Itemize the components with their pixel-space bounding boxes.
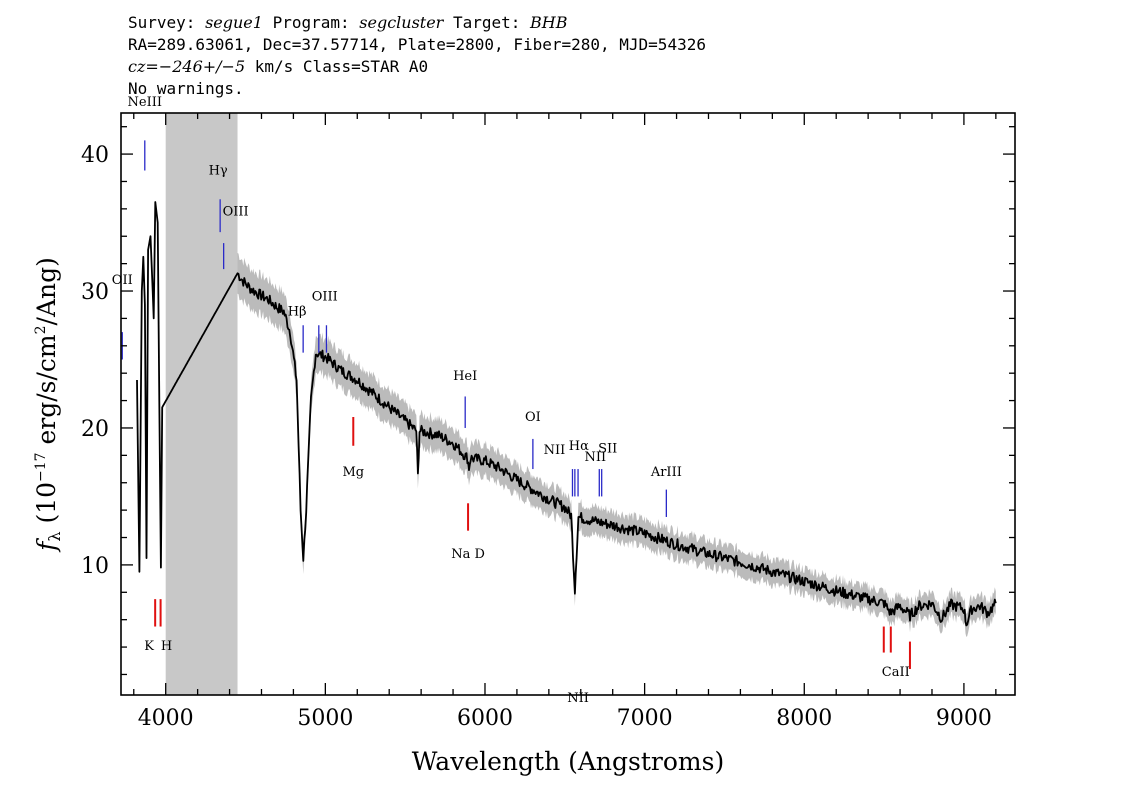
line-label-h: H [161, 639, 172, 654]
cz-label: cz [128, 57, 146, 76]
error-band [237, 253, 996, 637]
error-band-layer [237, 253, 996, 637]
y-tick-label: 30 [81, 280, 109, 305]
masked-region-layer [165, 113, 238, 695]
spectrum-header: Survey: segue1 Program: segcluster Targe… [128, 12, 706, 100]
line-label-caii: CaII [882, 665, 910, 680]
survey-name: segue1 [205, 13, 263, 32]
survey-prefix: Survey: [128, 13, 206, 32]
x-tick-label: 4000 [138, 706, 194, 731]
line-label-neiii: NeIII [128, 95, 162, 110]
line-label-sii: SII [598, 442, 617, 457]
coordinates-line: RA=289.63061, Dec=37.57714, Plate=2800, … [128, 35, 706, 54]
target-prefix: Target: [443, 13, 531, 32]
x-tick-label: 9000 [936, 706, 992, 731]
x-tick-label: 8000 [776, 706, 832, 731]
line-label-nii: NII [567, 691, 589, 706]
y-axis-title: fλ (10−17 erg/s/cm2/Ang) [32, 257, 64, 553]
spectrum-layer [136, 201, 997, 627]
line-label-oiii: OIII [223, 205, 249, 220]
program-name: segcluster [359, 13, 444, 32]
y-tick-label: 20 [81, 417, 109, 442]
line-label-oii: OII [112, 273, 133, 288]
axes-layer: 4000 5000 6000 7000 8000 9000 10 20 30 40 [81, 112, 1016, 731]
class-text: km/s Class=STAR A0 [245, 57, 429, 76]
line-label-hβ: Hβ [288, 305, 307, 320]
line-label-mg: Mg [342, 465, 364, 480]
plot-frame [120, 112, 1016, 696]
line-label-nii: NII [544, 443, 566, 458]
y-tick-label: 10 [81, 554, 109, 579]
line-label-hei: HeI [453, 369, 477, 384]
x-tick-label: 6000 [457, 706, 513, 731]
masked-region [165, 113, 238, 695]
line-label-ariii: ArIII [650, 465, 682, 480]
warnings-line: No warnings. [128, 79, 244, 98]
line-label-hα: Hα [569, 439, 589, 454]
spectrum-line [136, 201, 997, 627]
program-prefix: Program: [262, 13, 360, 32]
cz-value: =−246+/−5 [145, 57, 246, 76]
x-tick-label: 7000 [617, 706, 673, 731]
line-label-k: K [144, 639, 154, 654]
line-label-nii: NII [584, 450, 606, 465]
x-tick-label: 5000 [297, 706, 353, 731]
line-label-oiii: OIII [312, 290, 338, 305]
y-tick-label: 40 [81, 143, 109, 168]
redshift-line: cz=−246+/−5 km/s Class=STAR A0 [128, 56, 706, 78]
target-name: BHB [530, 13, 568, 32]
line-label-oi: OI [525, 410, 541, 425]
survey-line: Survey: segue1 Program: segcluster Targe… [128, 12, 706, 34]
x-axis-title: Wavelength (Angstroms) [412, 747, 724, 776]
line-label-hγ: Hγ [209, 164, 228, 179]
line-label-na-d: Na D [451, 547, 485, 562]
